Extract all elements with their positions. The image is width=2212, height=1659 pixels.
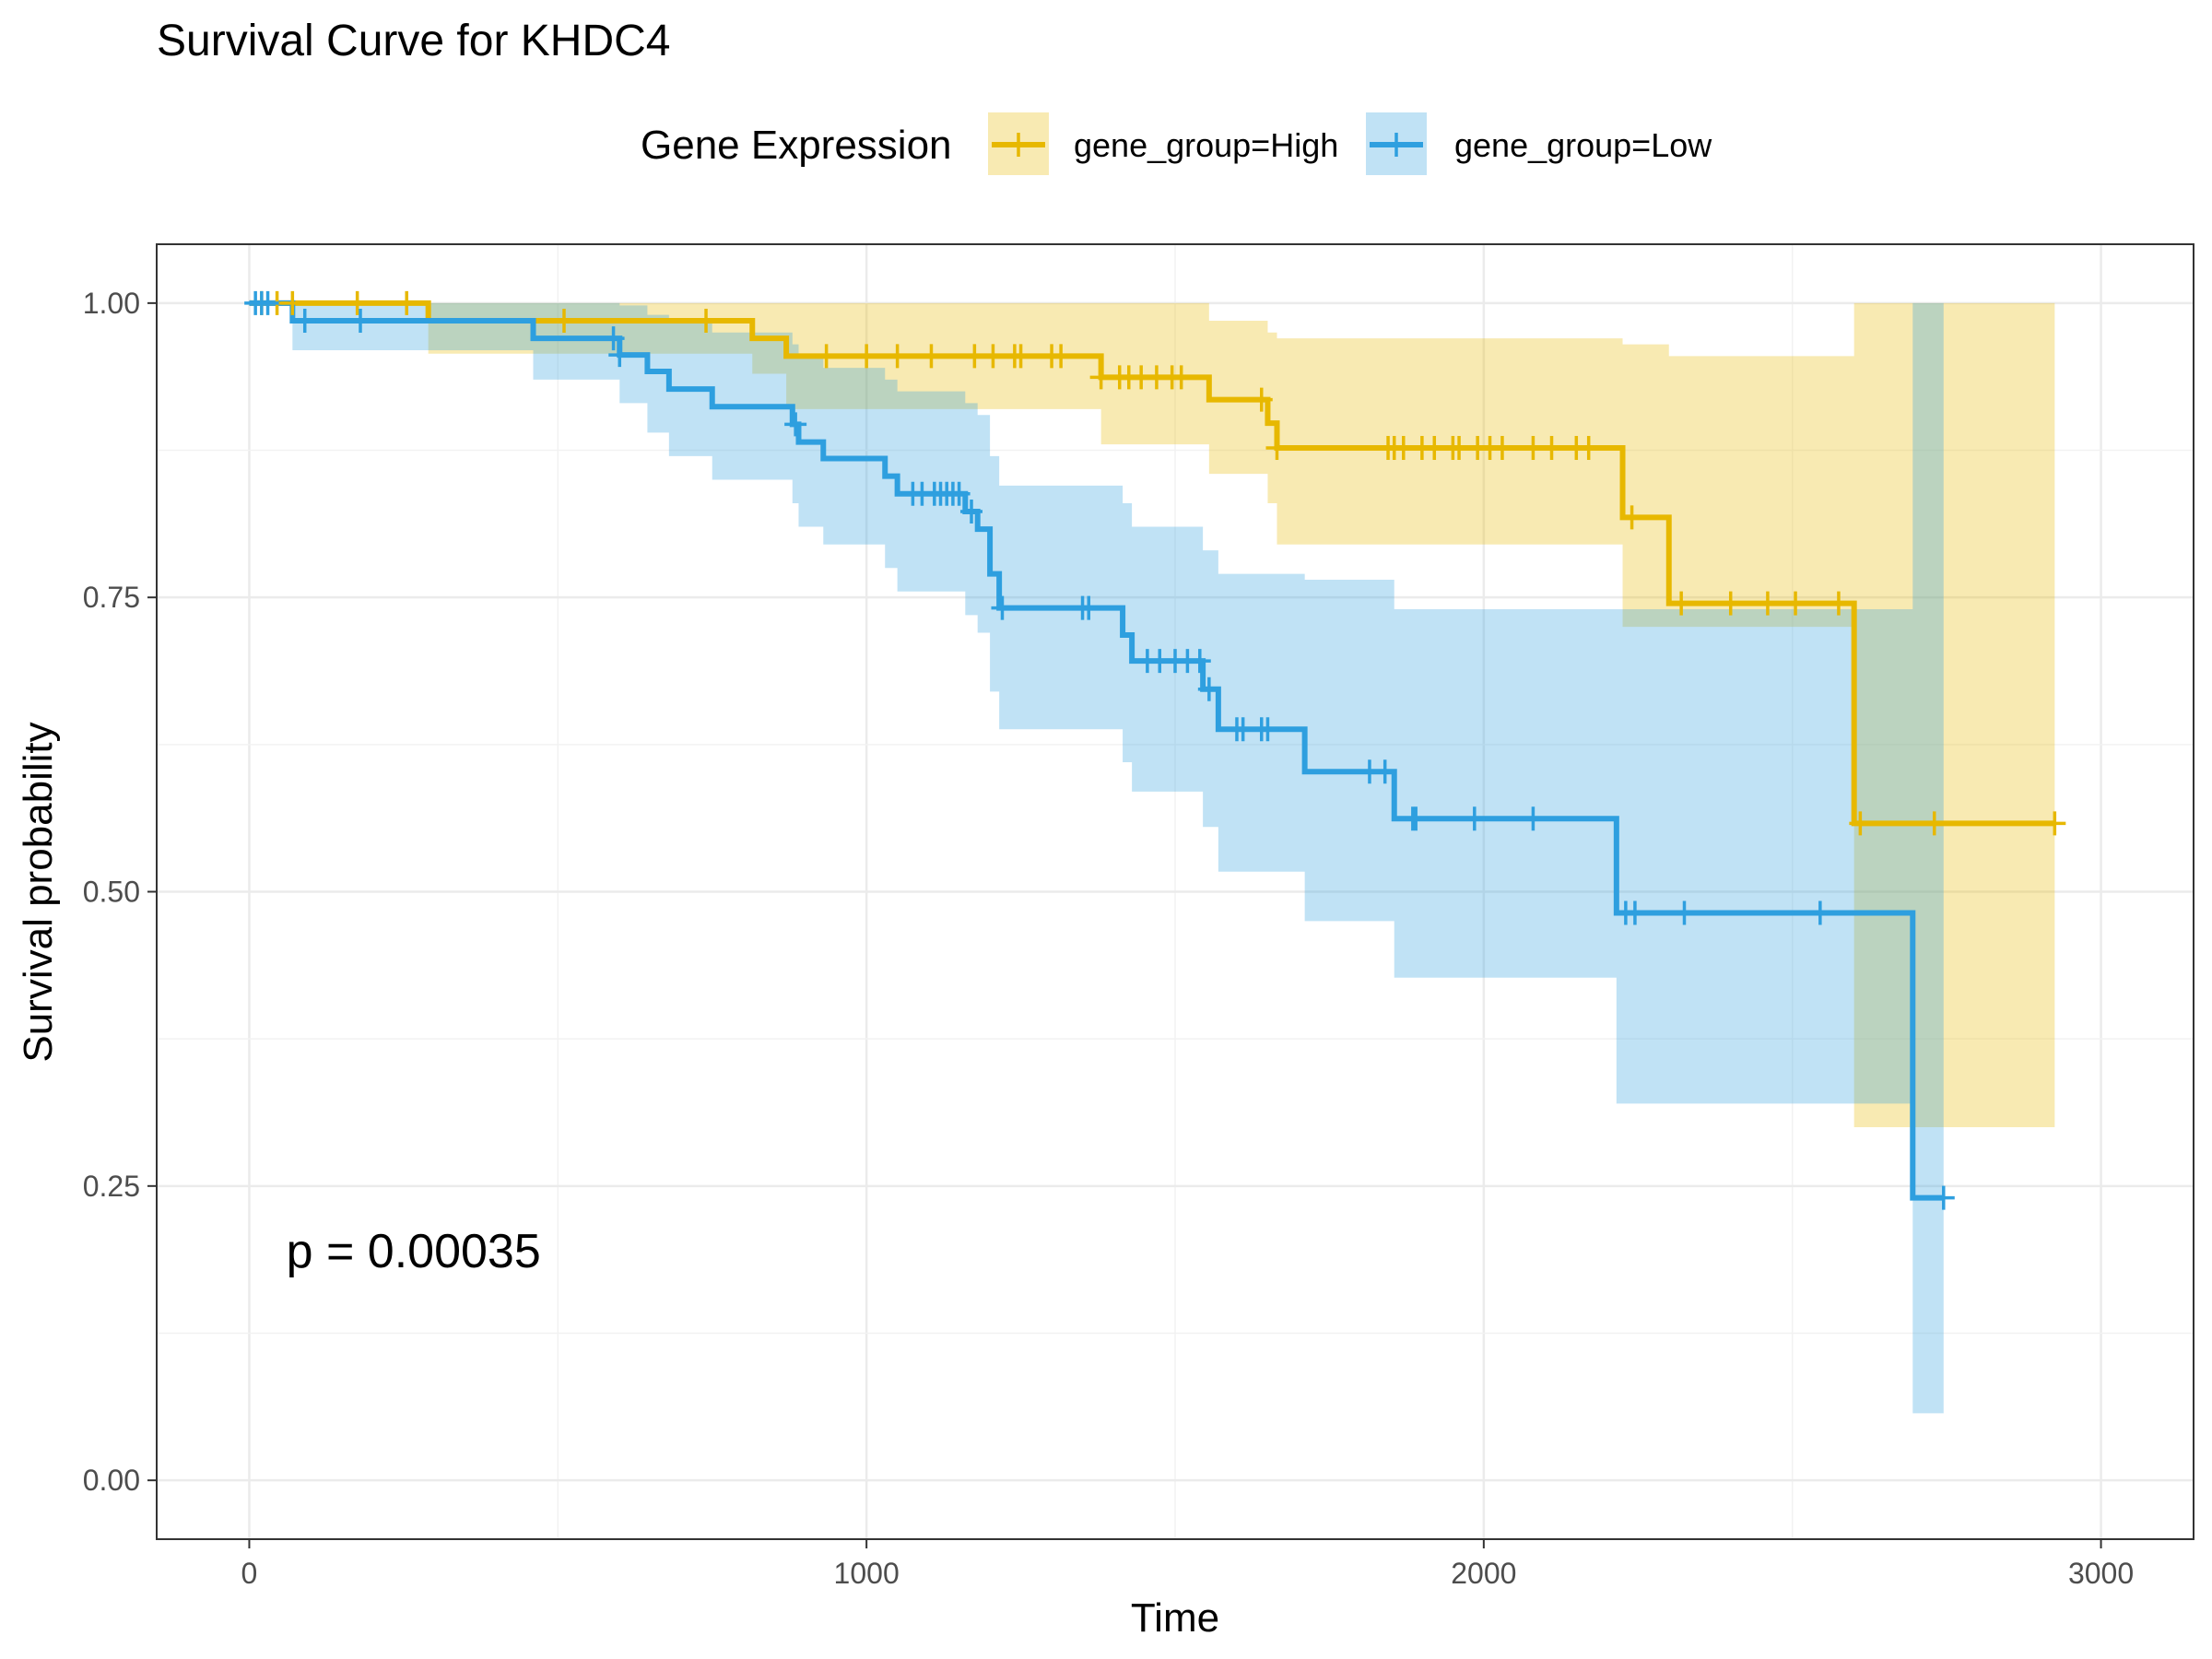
censor-mark-high bbox=[1849, 811, 1872, 836]
censor-mark-high bbox=[1265, 435, 1288, 460]
censor-mark-low bbox=[784, 412, 807, 437]
y-axis-label: Survival probability bbox=[16, 722, 61, 1062]
censor-mark-high bbox=[1009, 344, 1032, 369]
censor-mark-low bbox=[1808, 900, 1831, 925]
censor-mark-high bbox=[1719, 591, 1742, 616]
censor-mark-high bbox=[1540, 435, 1563, 460]
censor-mark-high bbox=[963, 344, 986, 369]
censor-mark-high bbox=[1784, 591, 1807, 616]
censor-mark-high bbox=[1577, 435, 1600, 460]
censor-mark-high bbox=[553, 309, 575, 334]
censor-mark-high bbox=[886, 344, 909, 369]
confidence-band-high bbox=[249, 302, 2055, 1127]
censor-mark-low bbox=[1256, 717, 1279, 742]
censor-mark-low bbox=[1463, 806, 1486, 831]
censor-mark-high bbox=[1392, 435, 1415, 460]
censor-mark-low bbox=[1188, 649, 1211, 674]
censor-mark-high bbox=[1923, 811, 1946, 836]
x-tick-label: 0 bbox=[241, 1557, 258, 1590]
x-tick-label: 1000 bbox=[834, 1557, 900, 1590]
censor-mark-high bbox=[1089, 365, 1112, 390]
censor-mark-high bbox=[1827, 591, 1850, 616]
censor-mark-low bbox=[1405, 806, 1428, 831]
y-tick-label: 0.75 bbox=[83, 581, 140, 614]
censor-mark-low bbox=[1522, 806, 1545, 831]
censor-mark-low bbox=[960, 499, 982, 524]
censor-mark-high bbox=[982, 344, 1005, 369]
censor-mark-high bbox=[815, 344, 838, 369]
legend: Gene Expression gene_group=High gene_grou… bbox=[641, 112, 1712, 175]
censor-mark-high bbox=[695, 309, 718, 334]
censor-mark-low bbox=[1623, 900, 1646, 925]
censor-mark-low bbox=[349, 309, 371, 334]
y-tick-label: 1.00 bbox=[83, 287, 140, 320]
censor-mark-high bbox=[1448, 435, 1471, 460]
censor-mark-high bbox=[1250, 387, 1273, 412]
y-tick-label: 0.50 bbox=[83, 876, 140, 909]
survival-curves bbox=[249, 300, 2055, 1201]
censor-mark-low bbox=[1077, 595, 1100, 620]
legend-label-low: gene_group=Low bbox=[1454, 126, 1712, 164]
survival-curve-high bbox=[249, 300, 2055, 827]
survival-curve-low bbox=[249, 300, 1944, 1201]
legend-label-high: gene_group=High bbox=[1074, 126, 1338, 164]
censor-mark-high bbox=[1423, 435, 1446, 460]
censor-mark-high bbox=[1490, 435, 1513, 460]
censor-mark-high bbox=[281, 290, 304, 315]
x-axis-label: Time bbox=[1131, 1595, 1219, 1641]
censor-mark-low bbox=[602, 326, 625, 351]
censor-mark-high bbox=[855, 344, 878, 369]
censor-mark-low bbox=[256, 290, 279, 315]
axes: 0 1000 2000 3000 0.00 0.25 0.50 0.75 1.00 bbox=[83, 287, 2134, 1590]
censor-mark-high bbox=[346, 290, 369, 315]
censor-mark-low bbox=[947, 481, 971, 506]
legend-title: Gene Expression bbox=[641, 123, 952, 168]
censor-mark-low bbox=[608, 343, 631, 368]
censor-mark-high bbox=[2043, 811, 2066, 836]
plot-area: p = 0.00035 bbox=[156, 243, 2194, 1540]
censor-mark-high bbox=[1170, 365, 1193, 390]
censor-mark-high bbox=[1620, 505, 1643, 530]
y-tick-label: 0.00 bbox=[83, 1464, 140, 1497]
censor-mark-high bbox=[920, 344, 943, 369]
censor-marks bbox=[244, 290, 2066, 1210]
censor-mark-low bbox=[991, 595, 1014, 620]
x-tick-label: 2000 bbox=[1451, 1557, 1516, 1590]
censor-mark-low bbox=[1231, 717, 1254, 742]
confidence-bands bbox=[249, 302, 2055, 1414]
censor-mark-high bbox=[395, 290, 418, 315]
censor-mark-low bbox=[1197, 677, 1220, 701]
p-value-annotation: p = 0.00035 bbox=[287, 1225, 541, 1278]
censor-mark-high bbox=[1522, 435, 1545, 460]
grid bbox=[157, 244, 2194, 1539]
censor-mark-high bbox=[1670, 591, 1693, 616]
censor-mark-low bbox=[1373, 759, 1396, 784]
censor-mark-low bbox=[1673, 900, 1696, 925]
x-tick-label: 3000 bbox=[2068, 1557, 2134, 1590]
censor-mark-low bbox=[293, 309, 316, 334]
censor-mark-low bbox=[1932, 1185, 1955, 1210]
confidence-band-low bbox=[249, 302, 1944, 1414]
censor-mark-high bbox=[1050, 344, 1073, 369]
chart-title: Survival Curve for KHDC4 bbox=[157, 17, 670, 65]
y-tick-label: 0.25 bbox=[83, 1170, 140, 1203]
censor-mark-high bbox=[1756, 591, 1779, 616]
